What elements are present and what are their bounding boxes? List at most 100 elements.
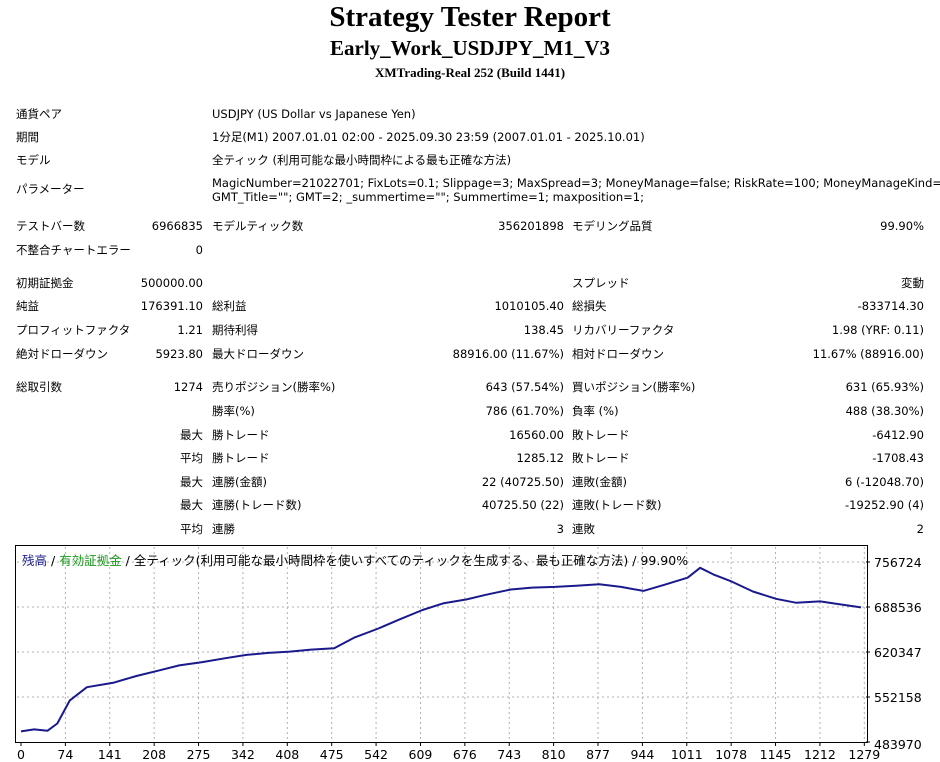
- max-cons-prefix-2: 最大: [180, 498, 203, 512]
- report-subtitle: Early_Work_USDJPY_M1_V3: [330, 36, 610, 60]
- x-tick-label: 609: [409, 747, 433, 762]
- expected-label: 期待利得: [212, 323, 258, 337]
- avg-win-value: 1285.12: [516, 451, 564, 465]
- x-tick-label: 743: [497, 747, 521, 762]
- expected-value: 138.45: [523, 323, 564, 337]
- legend-model: 全ティック(利用可能な最小時間枠を使いすべてのティックを生成する、最も正確な方法…: [133, 553, 689, 568]
- deposit-value: 500000.00: [140, 276, 203, 290]
- chart-legend: 残高 / 有効証拠金 / 全ティック(利用可能な最小時間枠を使いすべてのティック…: [22, 550, 688, 569]
- mismatch-label: 不整合チャートエラー: [16, 243, 131, 257]
- quality-value: 99.90%: [880, 219, 924, 233]
- max-dd-value: 88916.00 (11.67%): [452, 347, 564, 361]
- bars-value: 6966835: [151, 219, 203, 233]
- x-tick-label: 0: [17, 747, 25, 762]
- gross-profit-value: 1010105.40: [494, 299, 564, 313]
- largest-loss-value: -6412.90: [872, 428, 924, 442]
- max-cons-prefix: 最大: [180, 475, 203, 489]
- pf-label: プロフィットファクタ: [16, 323, 131, 337]
- y-tick-label: 688536: [874, 600, 922, 615]
- balance-chart-frame: [15, 545, 868, 743]
- max-cons-profit-value: 40725.50 (22): [481, 498, 564, 512]
- avg-cons-win-value: 3: [556, 522, 564, 536]
- max-cons-loss-label: 連敗(金額): [572, 475, 627, 489]
- x-tick-label: 141: [98, 747, 122, 762]
- long-value: 631 (65.93%): [845, 380, 924, 394]
- x-tick-label: 1078: [715, 747, 747, 762]
- pf-value: 1.21: [177, 323, 203, 337]
- legend-balance: 残高: [22, 553, 48, 568]
- gross-loss-label: 総損失: [572, 299, 607, 313]
- x-tick-label: 1011: [671, 747, 703, 762]
- quality-label: モデリング品質: [572, 219, 653, 233]
- avg-cons-loss-value: 2: [916, 522, 924, 536]
- trades-label: 総取引数: [16, 380, 62, 394]
- x-tick-label: 877: [586, 747, 610, 762]
- long-label: 買いポジション(勝率%): [572, 380, 696, 394]
- rel-dd-label: 相対ドローダウン: [572, 347, 664, 361]
- avg-win-label: 勝トレード: [212, 451, 270, 465]
- short-label: 売りポジション(勝率%): [212, 380, 336, 394]
- largest-win-value: 16560.00: [509, 428, 564, 442]
- y-tick-label: 552158: [874, 690, 922, 705]
- avg-cons-win-label: 連勝: [212, 522, 235, 536]
- x-tick-label: 208: [142, 747, 166, 762]
- max-cons-lossamt-label: 連敗(トレード数): [572, 498, 662, 512]
- x-tick-label: 408: [275, 747, 299, 762]
- winrate-value: 786 (61.70%): [485, 404, 564, 418]
- x-tick-label: 944: [630, 747, 654, 762]
- mismatch-value: 0: [195, 243, 203, 257]
- max-cons-win-value: 22 (40725.50): [481, 475, 564, 489]
- deposit-label: 初期証拠金: [16, 276, 74, 290]
- report-title: Strategy Tester Report: [329, 1, 611, 33]
- x-tick-label: 475: [320, 747, 344, 762]
- winrate-label: 勝率(%): [212, 404, 255, 418]
- symbol-label: 通貨ペア: [16, 107, 62, 121]
- x-tick-label: 342: [231, 747, 255, 762]
- x-tick-label: 542: [364, 747, 388, 762]
- largest-prefix: 最大: [180, 428, 203, 442]
- spread-label: スプレッド: [572, 276, 630, 290]
- params-line2: GMT_Title=""; GMT=2; _summertime=""; Sum…: [212, 190, 644, 204]
- x-tick-label: 676: [453, 747, 477, 762]
- params-label: パラメーター: [16, 182, 85, 196]
- max-cons-profit-label: 連勝(トレード数): [212, 498, 302, 512]
- average-prefix: 平均: [180, 451, 203, 465]
- lossrate-label: 負率 (%): [572, 404, 619, 418]
- gross-profit-label: 総利益: [212, 299, 247, 313]
- avg-cons-loss-label: 連敗: [572, 522, 595, 536]
- bars-label: テストバー数: [16, 219, 85, 233]
- largest-loss-label: 敗トレード: [572, 428, 630, 442]
- balance-series-line: [20, 566, 862, 733]
- avg-loss-label: 敗トレード: [572, 451, 630, 465]
- x-tick-label: 810: [542, 747, 566, 762]
- avg-loss-value: -1708.43: [872, 451, 924, 465]
- y-tick-label: 483970: [874, 737, 922, 752]
- max-cons-win-label: 連勝(金額): [212, 475, 267, 489]
- short-value: 643 (57.54%): [485, 380, 564, 394]
- x-tick-label: 1145: [760, 747, 792, 762]
- legend-sep2: /: [121, 553, 134, 568]
- net-value: 176391.10: [140, 299, 203, 313]
- model-label: モデル: [16, 153, 51, 167]
- model-value: 全ティック (利用可能な最小時間枠による最も正確な方法): [212, 153, 512, 167]
- abs-dd-label: 絶対ドローダウン: [16, 347, 108, 361]
- rel-dd-value: 11.67% (88916.00): [812, 347, 924, 361]
- recovery-label: リカバリーファクタ: [572, 323, 675, 337]
- lossrate-value: 488 (38.30%): [845, 404, 924, 418]
- period-value: 1分足(M1) 2007.01.01 02:00 - 2025.09.30 23…: [212, 130, 645, 144]
- avg-cons-prefix: 平均: [180, 522, 203, 536]
- x-tick-label: 74: [57, 747, 73, 762]
- x-tick-label: 1279: [848, 747, 880, 762]
- y-tick-label: 756724: [874, 555, 922, 570]
- recovery-value: 1.98 (YRF: 0.11): [831, 323, 924, 337]
- x-tick-label: 275: [187, 747, 211, 762]
- max-dd-label: 最大ドローダウン: [212, 347, 304, 361]
- largest-win-label: 勝トレード: [212, 428, 270, 442]
- legend-sep1: /: [47, 553, 60, 568]
- spread-value: 変動: [901, 276, 924, 290]
- gross-loss-value: -833714.30: [857, 299, 924, 313]
- ticks-label: モデルティック数: [212, 219, 304, 233]
- y-tick-label: 620347: [874, 645, 922, 660]
- trades-value: 1274: [173, 380, 203, 394]
